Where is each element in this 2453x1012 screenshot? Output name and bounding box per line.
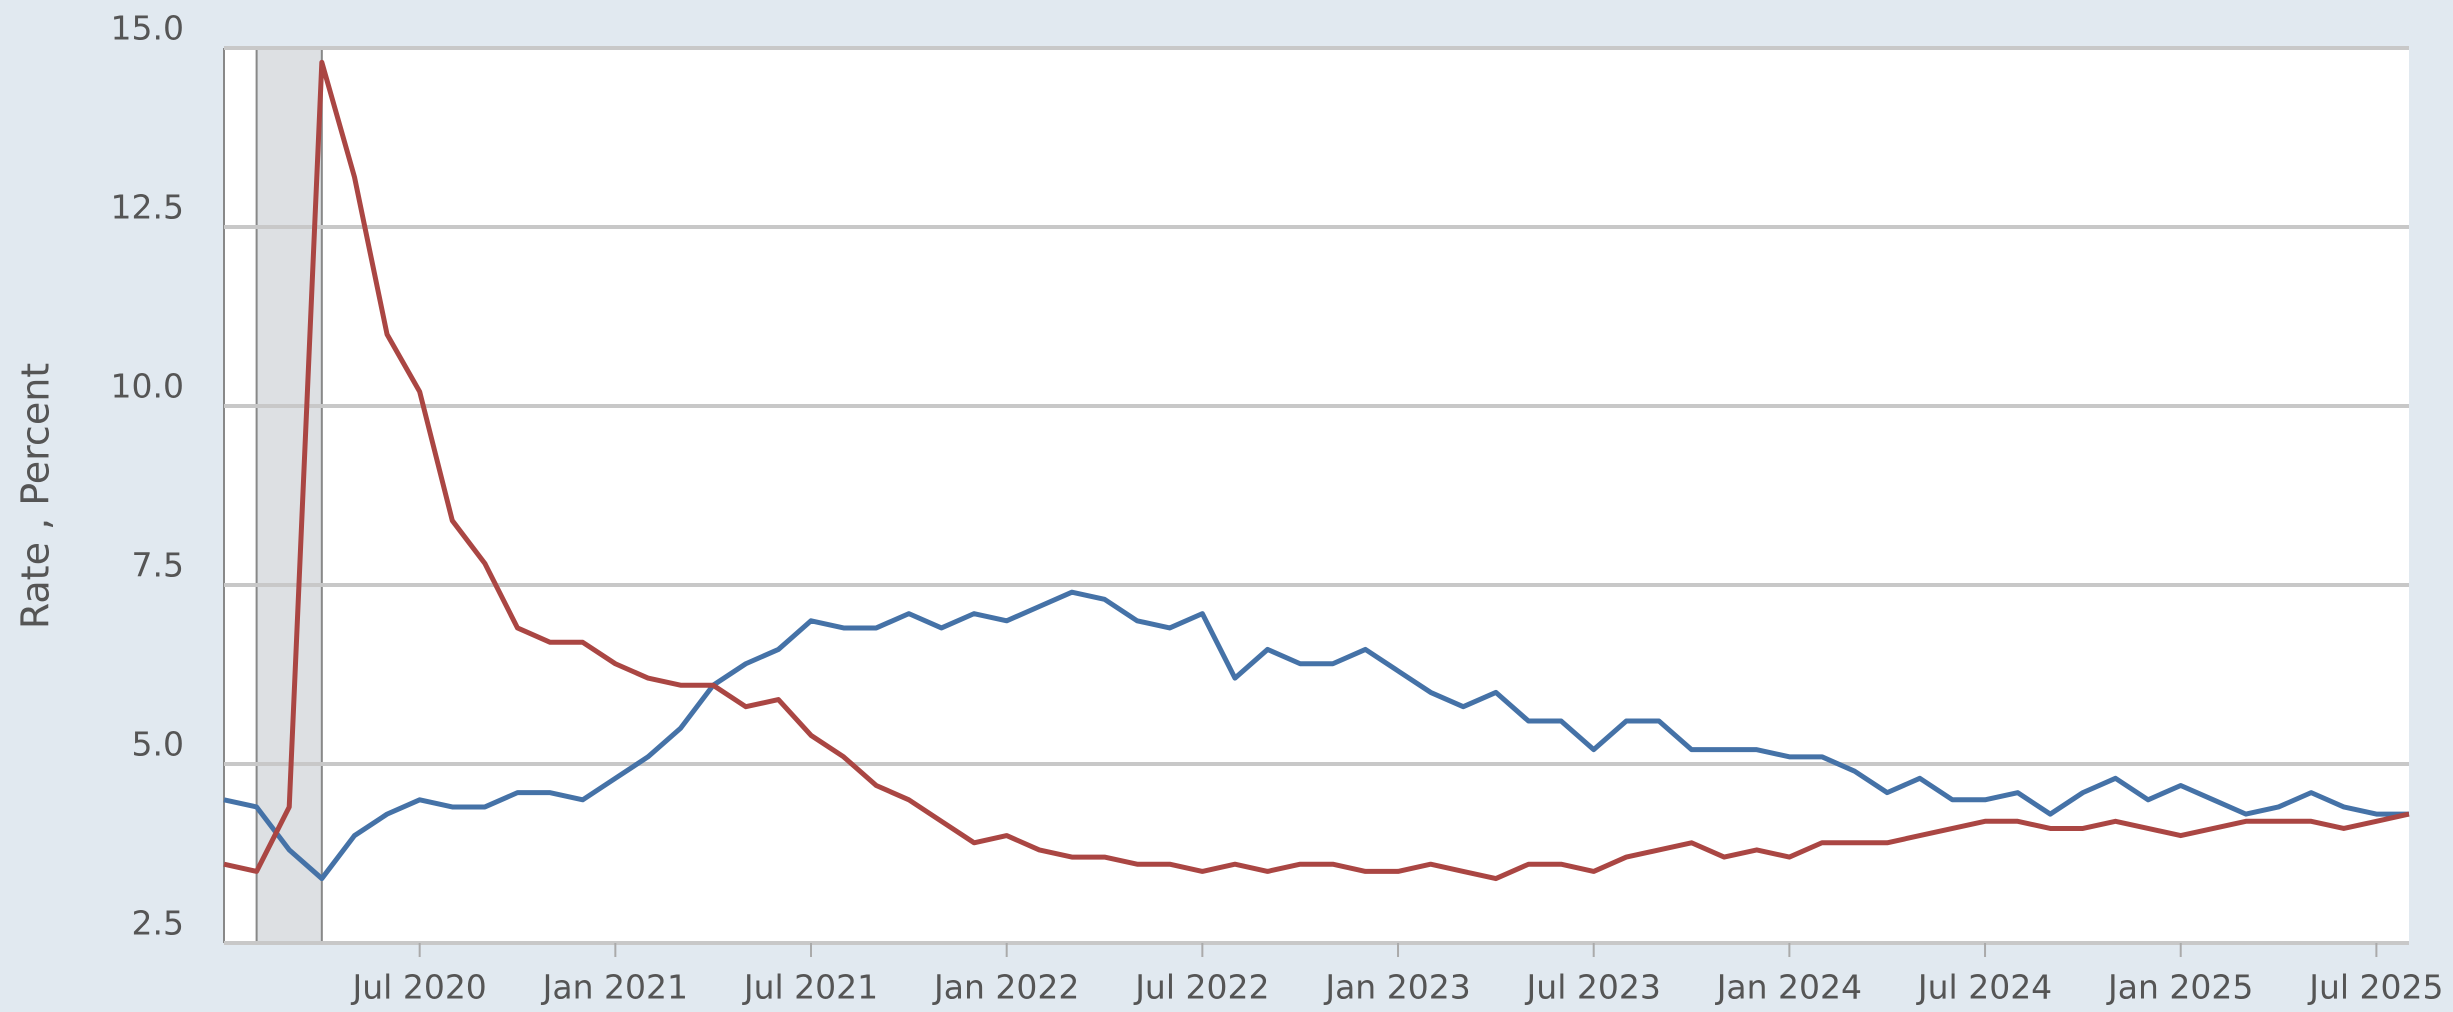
y-tick-label: 5.0	[132, 725, 184, 764]
x-tick-label: Jul 2024	[1916, 968, 2052, 1007]
y-tick-label: 15.0	[111, 9, 184, 48]
x-tick-label: Jul 2021	[742, 968, 878, 1007]
x-tick-label: Jul 2023	[1525, 968, 1661, 1007]
x-tick-label: Jul 2020	[351, 968, 487, 1007]
y-tick-label: 12.5	[111, 188, 184, 227]
series-line	[223, 589, 2409, 882]
x-tick-label: Jan 2022	[932, 968, 1079, 1007]
series-line	[223, 59, 2410, 882]
plot-area	[224, 48, 2409, 943]
x-tick-label: Jan 2024	[1715, 968, 1862, 1007]
y-tick-label: 2.5	[132, 904, 184, 943]
y-tick-label: 7.5	[132, 546, 184, 585]
x-tick-label: Jan 2025	[2106, 968, 2253, 1007]
x-tick-label: Jan 2021	[541, 968, 688, 1007]
y-axis-label: Rate , Percent	[14, 363, 58, 629]
x-tick-label: Jul 2025	[2307, 968, 2443, 1007]
y-tick-label: 10.0	[111, 367, 184, 406]
x-tick-label: Jul 2022	[1133, 968, 1269, 1007]
x-tick-label: Jan 2023	[1323, 968, 1470, 1007]
